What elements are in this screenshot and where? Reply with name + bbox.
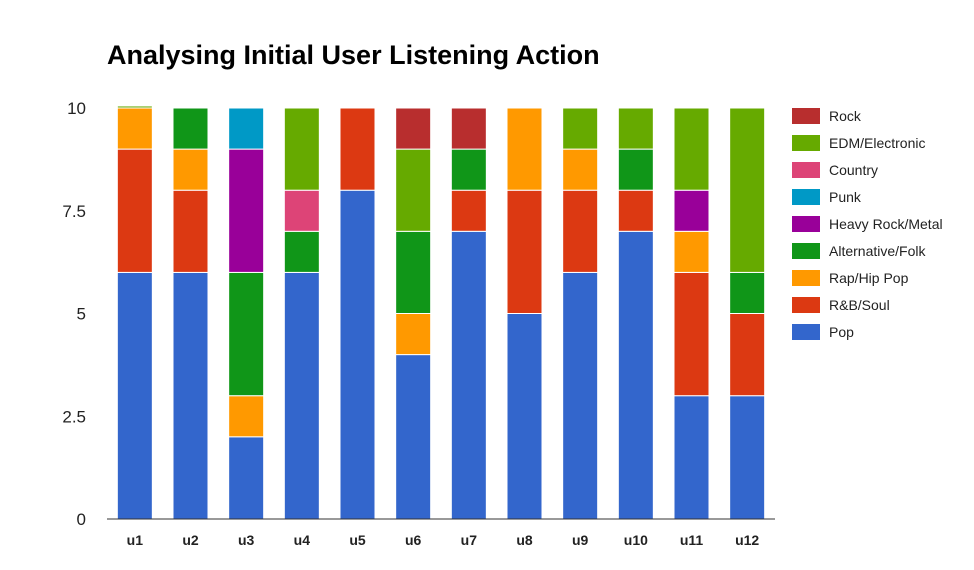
x-tick-label: u1: [127, 532, 144, 548]
legend-swatch: [792, 108, 820, 124]
y-axis-ticks: 0 2.5 5 7.5 10: [62, 99, 86, 529]
y-tick-label: 10: [67, 99, 86, 118]
bar-segment: [395, 230, 432, 314]
bar-segment: [395, 313, 432, 356]
bar-segment: [395, 107, 432, 150]
bar-segment: [562, 148, 599, 191]
bar-segment: [116, 148, 153, 273]
bar-segment: [172, 148, 209, 191]
legend-swatch: [792, 243, 820, 259]
x-tick-label: u6: [405, 532, 422, 548]
bar-segment: [673, 395, 710, 520]
bar-segment: [450, 189, 487, 232]
legend-label: R&B/Soul: [829, 297, 890, 313]
bar-segment: [172, 107, 209, 150]
x-tick-label: u2: [182, 532, 199, 548]
legend-swatch: [792, 270, 820, 286]
bar-segment: [116, 107, 153, 150]
legend-label: Country: [829, 162, 878, 178]
legend-swatch: [792, 297, 820, 313]
bar-segment: [395, 354, 432, 520]
bar-segment: [116, 271, 153, 520]
legend-label: Punk: [829, 189, 862, 205]
bar-segment: [450, 148, 487, 191]
bar-segment: [617, 148, 654, 191]
x-tick-label: u5: [349, 532, 366, 548]
legend-label: Rap/Hip Pop: [829, 270, 909, 286]
bar-segment: [562, 107, 599, 150]
y-tick-label: 5: [77, 305, 86, 324]
bar-segment: [729, 107, 766, 273]
legend-swatch: [792, 135, 820, 151]
bar-segment: [228, 148, 265, 273]
legend: Rock EDM/Electronic Country Punk Heavy Rock/…: [792, 108, 943, 340]
legend-swatch: [792, 324, 820, 340]
chart-title: Analysing Initial User Listening Action: [107, 40, 600, 70]
x-tick-label: u4: [294, 532, 311, 548]
legend-swatch: [792, 162, 820, 178]
bar-segment: [283, 230, 320, 273]
y-tick-label: 2.5: [62, 407, 86, 426]
bar-segment: [228, 395, 265, 438]
bars: [116, 105, 766, 520]
legend-swatch: [792, 189, 820, 205]
bar-segment: [228, 271, 265, 397]
x-tick-label: u12: [735, 532, 759, 548]
bar-segment: [562, 271, 599, 520]
legend-swatch: [792, 216, 820, 232]
bar-segment: [283, 107, 320, 191]
x-tick-label: u8: [516, 532, 533, 548]
x-tick-label: u3: [238, 532, 255, 548]
bar-segment: [450, 230, 487, 520]
legend-label: EDM/Electronic: [829, 135, 925, 151]
legend-label: Alternative/Folk: [829, 243, 926, 259]
bar-segment: [562, 189, 599, 273]
bar-segment: [283, 271, 320, 520]
bar-segment: [506, 313, 543, 520]
bar-segment: [506, 107, 543, 191]
bar-segment: [729, 313, 766, 397]
bar-segment: [116, 105, 153, 109]
legend-label: Heavy Rock/Metal: [829, 216, 943, 232]
x-tick-label: u10: [624, 532, 648, 548]
bar-segment: [673, 271, 710, 397]
bar-segment: [172, 189, 209, 273]
bar-segment: [617, 189, 654, 232]
bar-segment: [450, 107, 487, 150]
bar-segment: [172, 271, 209, 520]
y-tick-label: 0: [77, 510, 86, 529]
bar-segment: [729, 271, 766, 314]
bar-segment: [617, 107, 654, 150]
bar-segment: [617, 230, 654, 520]
bar-segment: [395, 148, 432, 232]
bar-segment: [673, 189, 710, 232]
bar-segment: [228, 436, 265, 520]
bar-segment: [339, 107, 376, 191]
x-axis-labels: u1 u2 u3 u4 u5 u6 u7 u8 u9 u10 u11 u12: [127, 532, 760, 548]
bar-segment: [228, 107, 265, 150]
bar-segment: [283, 189, 320, 232]
legend-label: Rock: [829, 108, 862, 124]
bar-segment: [729, 395, 766, 520]
bar-segment: [339, 189, 376, 520]
bar-segment: [673, 230, 710, 273]
bar-segment: [506, 189, 543, 314]
legend-label: Pop: [829, 324, 854, 340]
y-tick-label: 7.5: [62, 202, 86, 221]
bar-segment: [673, 107, 710, 191]
x-tick-label: u7: [461, 532, 478, 548]
x-tick-label: u9: [572, 532, 589, 548]
x-tick-label: u11: [680, 532, 704, 548]
